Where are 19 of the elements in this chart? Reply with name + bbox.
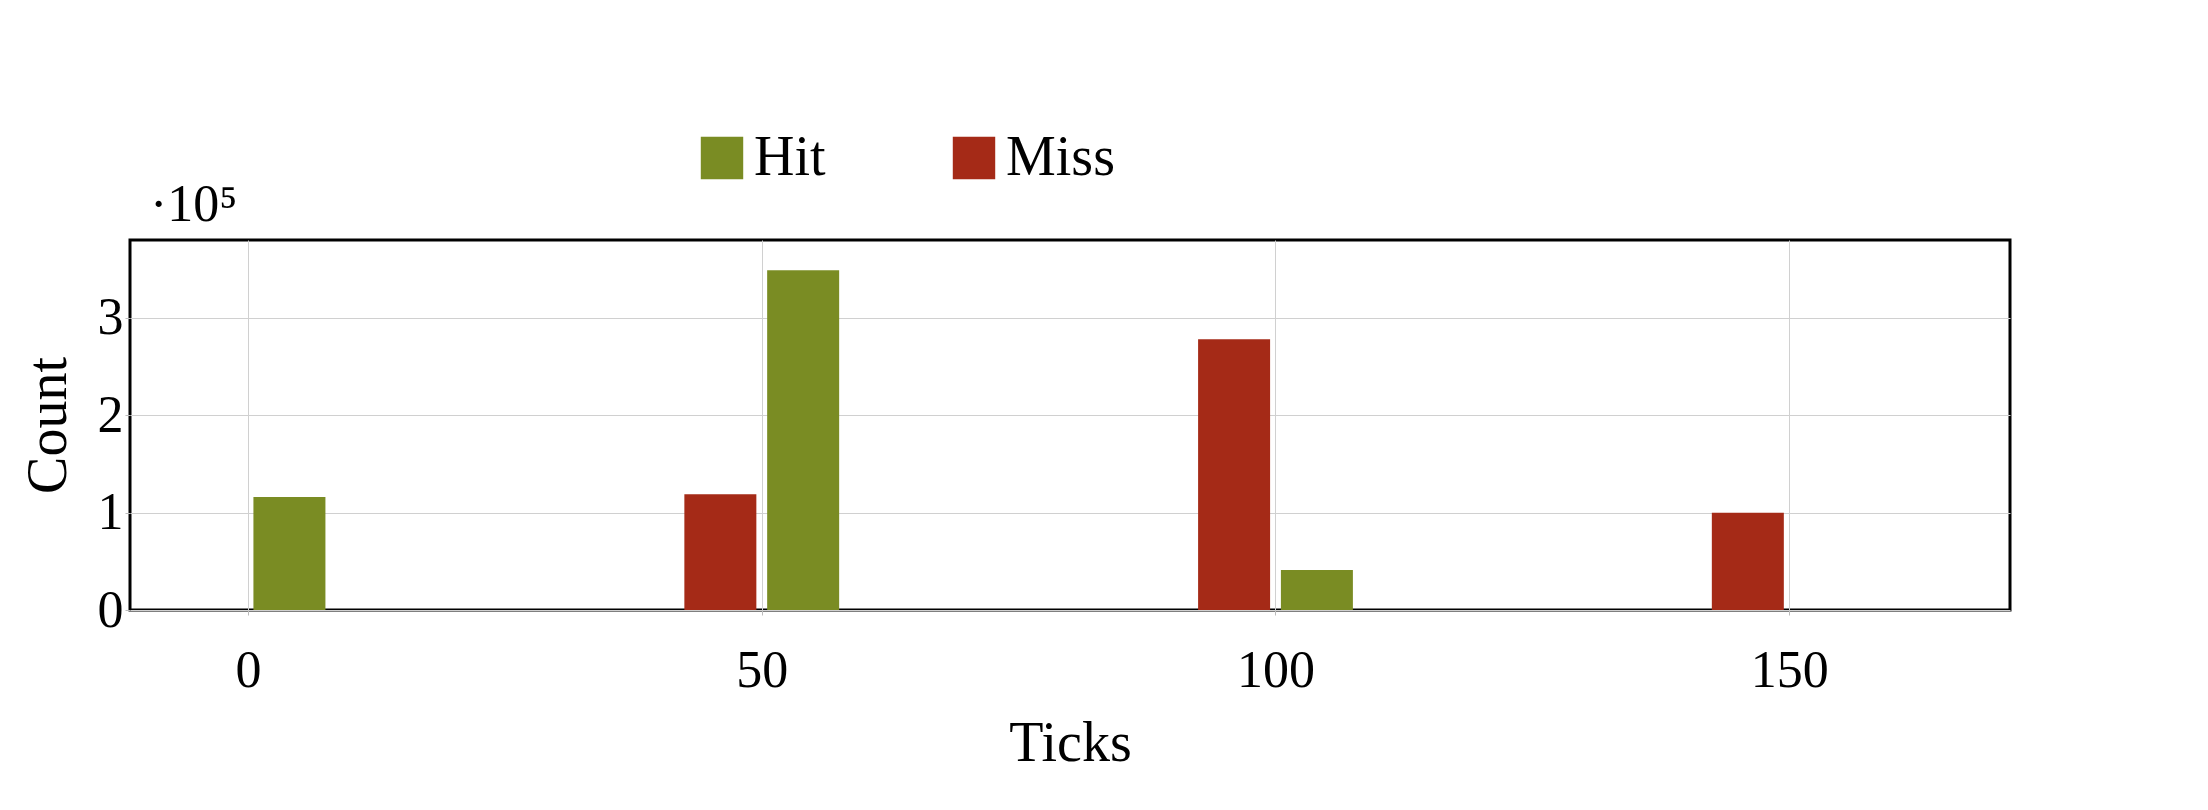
y-axis-title: Count bbox=[15, 356, 78, 494]
x-tick-label: 0 bbox=[235, 640, 262, 698]
x-tick-label: 100 bbox=[1236, 640, 1315, 698]
x-tick-label: 150 bbox=[1750, 640, 1829, 698]
y-tick-label: 0 bbox=[97, 580, 124, 638]
bar bbox=[1198, 339, 1271, 610]
bar bbox=[253, 497, 326, 610]
y-tick-label: 2 bbox=[97, 385, 124, 443]
legend-label: Hit bbox=[754, 125, 826, 187]
legend-label: Miss bbox=[1006, 125, 1115, 187]
y-tick-label: 3 bbox=[97, 288, 124, 346]
bar bbox=[1280, 570, 1353, 610]
y-tick-label: 1 bbox=[97, 483, 124, 541]
bar bbox=[684, 494, 757, 610]
x-tick-label: 50 bbox=[736, 640, 789, 698]
bar bbox=[1711, 512, 1784, 610]
text: ·10⁵ bbox=[150, 175, 238, 232]
bar bbox=[767, 270, 840, 610]
x-axis-title: Ticks bbox=[1009, 710, 1132, 773]
